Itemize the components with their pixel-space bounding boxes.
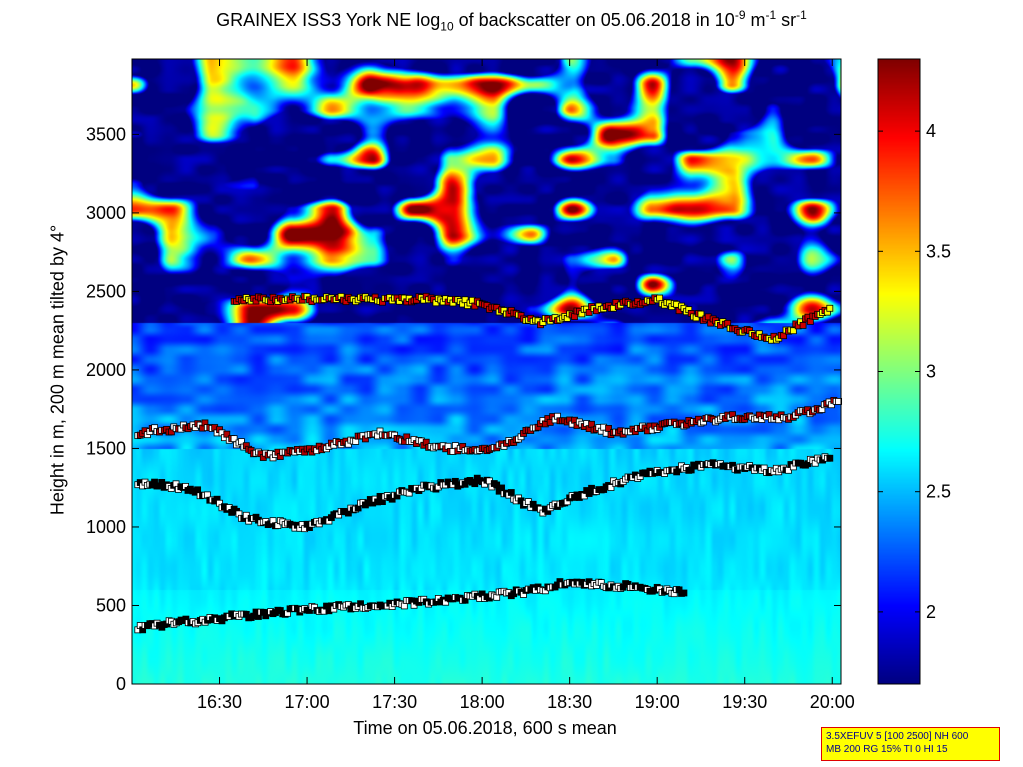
colorbar-tick-label: 2.5 <box>926 482 951 502</box>
layer-marker <box>680 589 688 597</box>
info-line-1: 3.5XEFUV 5 [100 2500] NH 600 <box>826 731 969 742</box>
x-tick-label: 18:30 <box>547 692 592 712</box>
plot-frame <box>131 58 842 685</box>
y-tick-label: 0 <box>116 674 126 694</box>
title-unit2: sr <box>776 10 797 30</box>
chart-title: GRAINEX ISS3 York NE log10 of backscatte… <box>0 8 1023 34</box>
y-axis-label: Height in m, 200 m mean tilted by 4° <box>47 224 68 516</box>
layer-marker <box>507 489 515 496</box>
layer-marker <box>799 321 807 329</box>
x-tick-label: 20:00 <box>810 692 855 712</box>
info-box: 3.5XEFUV 5 [100 2500] NH 600 MB 200 RG 1… <box>821 727 1000 761</box>
layer-marker <box>835 398 843 405</box>
x-tick-label: 19:30 <box>722 692 767 712</box>
title-main: GRAINEX ISS3 York NE log <box>216 10 441 30</box>
colorbar-tick-label: 4 <box>926 121 936 141</box>
colorbar-tick-label: 2 <box>926 602 936 622</box>
y-tick-label: 3000 <box>86 203 126 223</box>
colorbar-frame <box>877 58 921 685</box>
title-exp3: -1 <box>796 8 807 22</box>
y-tick-label: 500 <box>96 595 126 615</box>
colorbar-tick-label: 3 <box>926 362 936 382</box>
layer-marker <box>607 484 615 491</box>
y-tick-label: 1000 <box>86 517 126 537</box>
y-tick-label: 2500 <box>86 281 126 301</box>
y-tick-label: 1500 <box>86 438 126 458</box>
info-line-2: MB 200 RG 15% TI 0 HI 15 <box>826 744 948 755</box>
x-tick-label: 17:00 <box>285 692 330 712</box>
title-exp2: -1 <box>765 8 777 22</box>
x-tick-label: 19:00 <box>635 692 680 712</box>
colorbar-tick-label: 3.5 <box>926 241 951 261</box>
layer-marker <box>789 327 797 335</box>
layer-marker <box>826 304 834 312</box>
backscatter-heatmap <box>132 59 841 684</box>
title-exp1: -9 <box>734 8 746 22</box>
title-log-base: 10 <box>440 19 454 34</box>
colorbar-gradient <box>878 59 920 684</box>
x-tick-label: 16:30 <box>197 692 242 712</box>
x-tick-label: 18:00 <box>460 692 505 712</box>
title-mid: of backscatter on 05.06.2018 in 10 <box>453 10 735 30</box>
x-tick-label: 17:30 <box>372 692 417 712</box>
layer-marker <box>826 454 834 462</box>
layer-marker <box>656 294 664 302</box>
y-tick-label: 3500 <box>86 124 126 144</box>
y-tick-label: 2000 <box>86 360 126 380</box>
title-unit1: m <box>745 10 766 30</box>
x-axis-label: Time on 05.06.2018, 600 s mean <box>353 718 617 738</box>
